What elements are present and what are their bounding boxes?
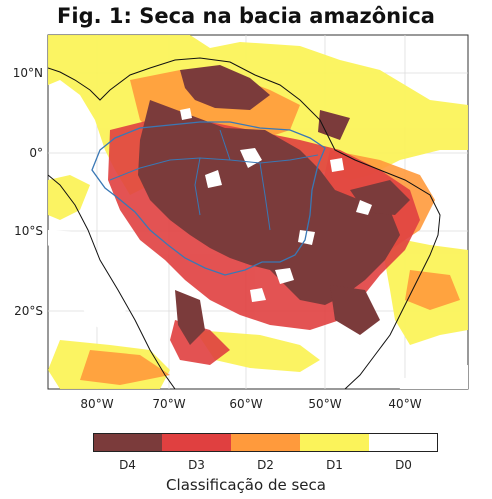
lon-label-40w: 40°W xyxy=(388,397,421,411)
lat-label-20s: 20°S xyxy=(14,304,43,318)
map-title: Fig. 1: Seca na bacia amazônica xyxy=(57,4,435,28)
legend-label-d3: D3 xyxy=(188,458,205,472)
lon-label-60w: 60°W xyxy=(229,397,262,411)
legend-swatch-d4 xyxy=(93,433,163,452)
lon-label-80w: 80°W xyxy=(80,397,113,411)
lat-label-10s: 10°S xyxy=(14,224,43,238)
legend-label-d1: D1 xyxy=(326,458,343,472)
legend-swatch-d0 xyxy=(369,433,438,452)
coastline xyxy=(48,57,441,389)
amazon-basin-boundary xyxy=(91,121,326,276)
no-drought-patches xyxy=(48,108,468,389)
legend-swatch-d1 xyxy=(300,433,369,452)
lon-label-70w: 70°W xyxy=(152,397,185,411)
drought-field xyxy=(48,35,468,389)
lon-label-50w: 50°W xyxy=(308,397,341,411)
legend-swatch-d2 xyxy=(231,433,300,452)
legend-title: Classificação de seca xyxy=(166,476,326,494)
d4-areas xyxy=(138,65,410,345)
legend-label-d2: D2 xyxy=(257,458,274,472)
legend-label-d4: D4 xyxy=(119,458,136,472)
lat-label-10n: 10°N xyxy=(13,66,43,80)
legend-label-d0: D0 xyxy=(395,458,412,472)
river-network xyxy=(109,129,319,231)
legend-swatch-d3 xyxy=(162,433,231,452)
lat-label-0: 0° xyxy=(29,146,43,160)
